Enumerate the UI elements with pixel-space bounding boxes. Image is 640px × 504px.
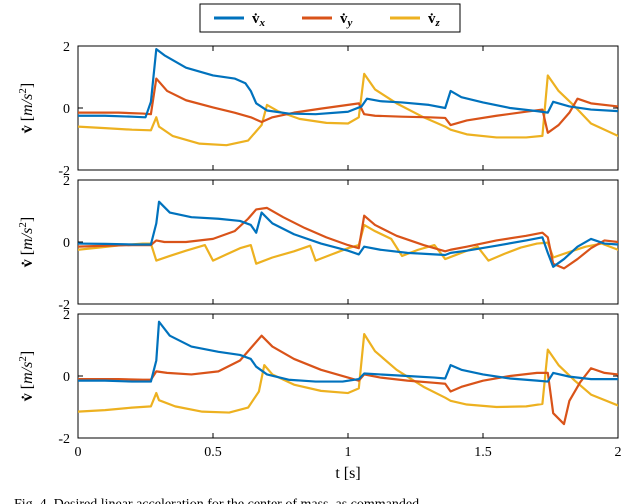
xtick-label: 1 — [345, 445, 352, 460]
ytick-label: 0 — [63, 236, 70, 251]
ytick-label: 0 — [63, 370, 70, 385]
ytick-label: 0 — [63, 102, 70, 117]
xtick-label: 0 — [75, 445, 82, 460]
ytick-label: -2 — [58, 432, 70, 447]
acceleration-figure: v̇xv̇yv̇z-202v̇ [m/s2]-202v̇ [m/s2]-2020… — [0, 0, 640, 504]
ytick-label: 2 — [63, 40, 70, 55]
panel-axes — [78, 46, 618, 170]
xlabel: t [s] — [335, 465, 360, 482]
ytick-label: 2 — [63, 308, 70, 323]
xtick-label: 2 — [615, 445, 622, 460]
xtick-label: 0.5 — [204, 445, 222, 460]
ytick-label: 2 — [63, 174, 70, 189]
ylabel: v̇ [m/s2] — [17, 351, 36, 401]
figure-caption: Fig. 4. Desired linear acceleration for … — [14, 497, 419, 504]
xtick-label: 1.5 — [474, 445, 492, 460]
ylabel: v̇ [m/s2] — [17, 83, 36, 133]
ylabel: v̇ [m/s2] — [17, 217, 36, 267]
